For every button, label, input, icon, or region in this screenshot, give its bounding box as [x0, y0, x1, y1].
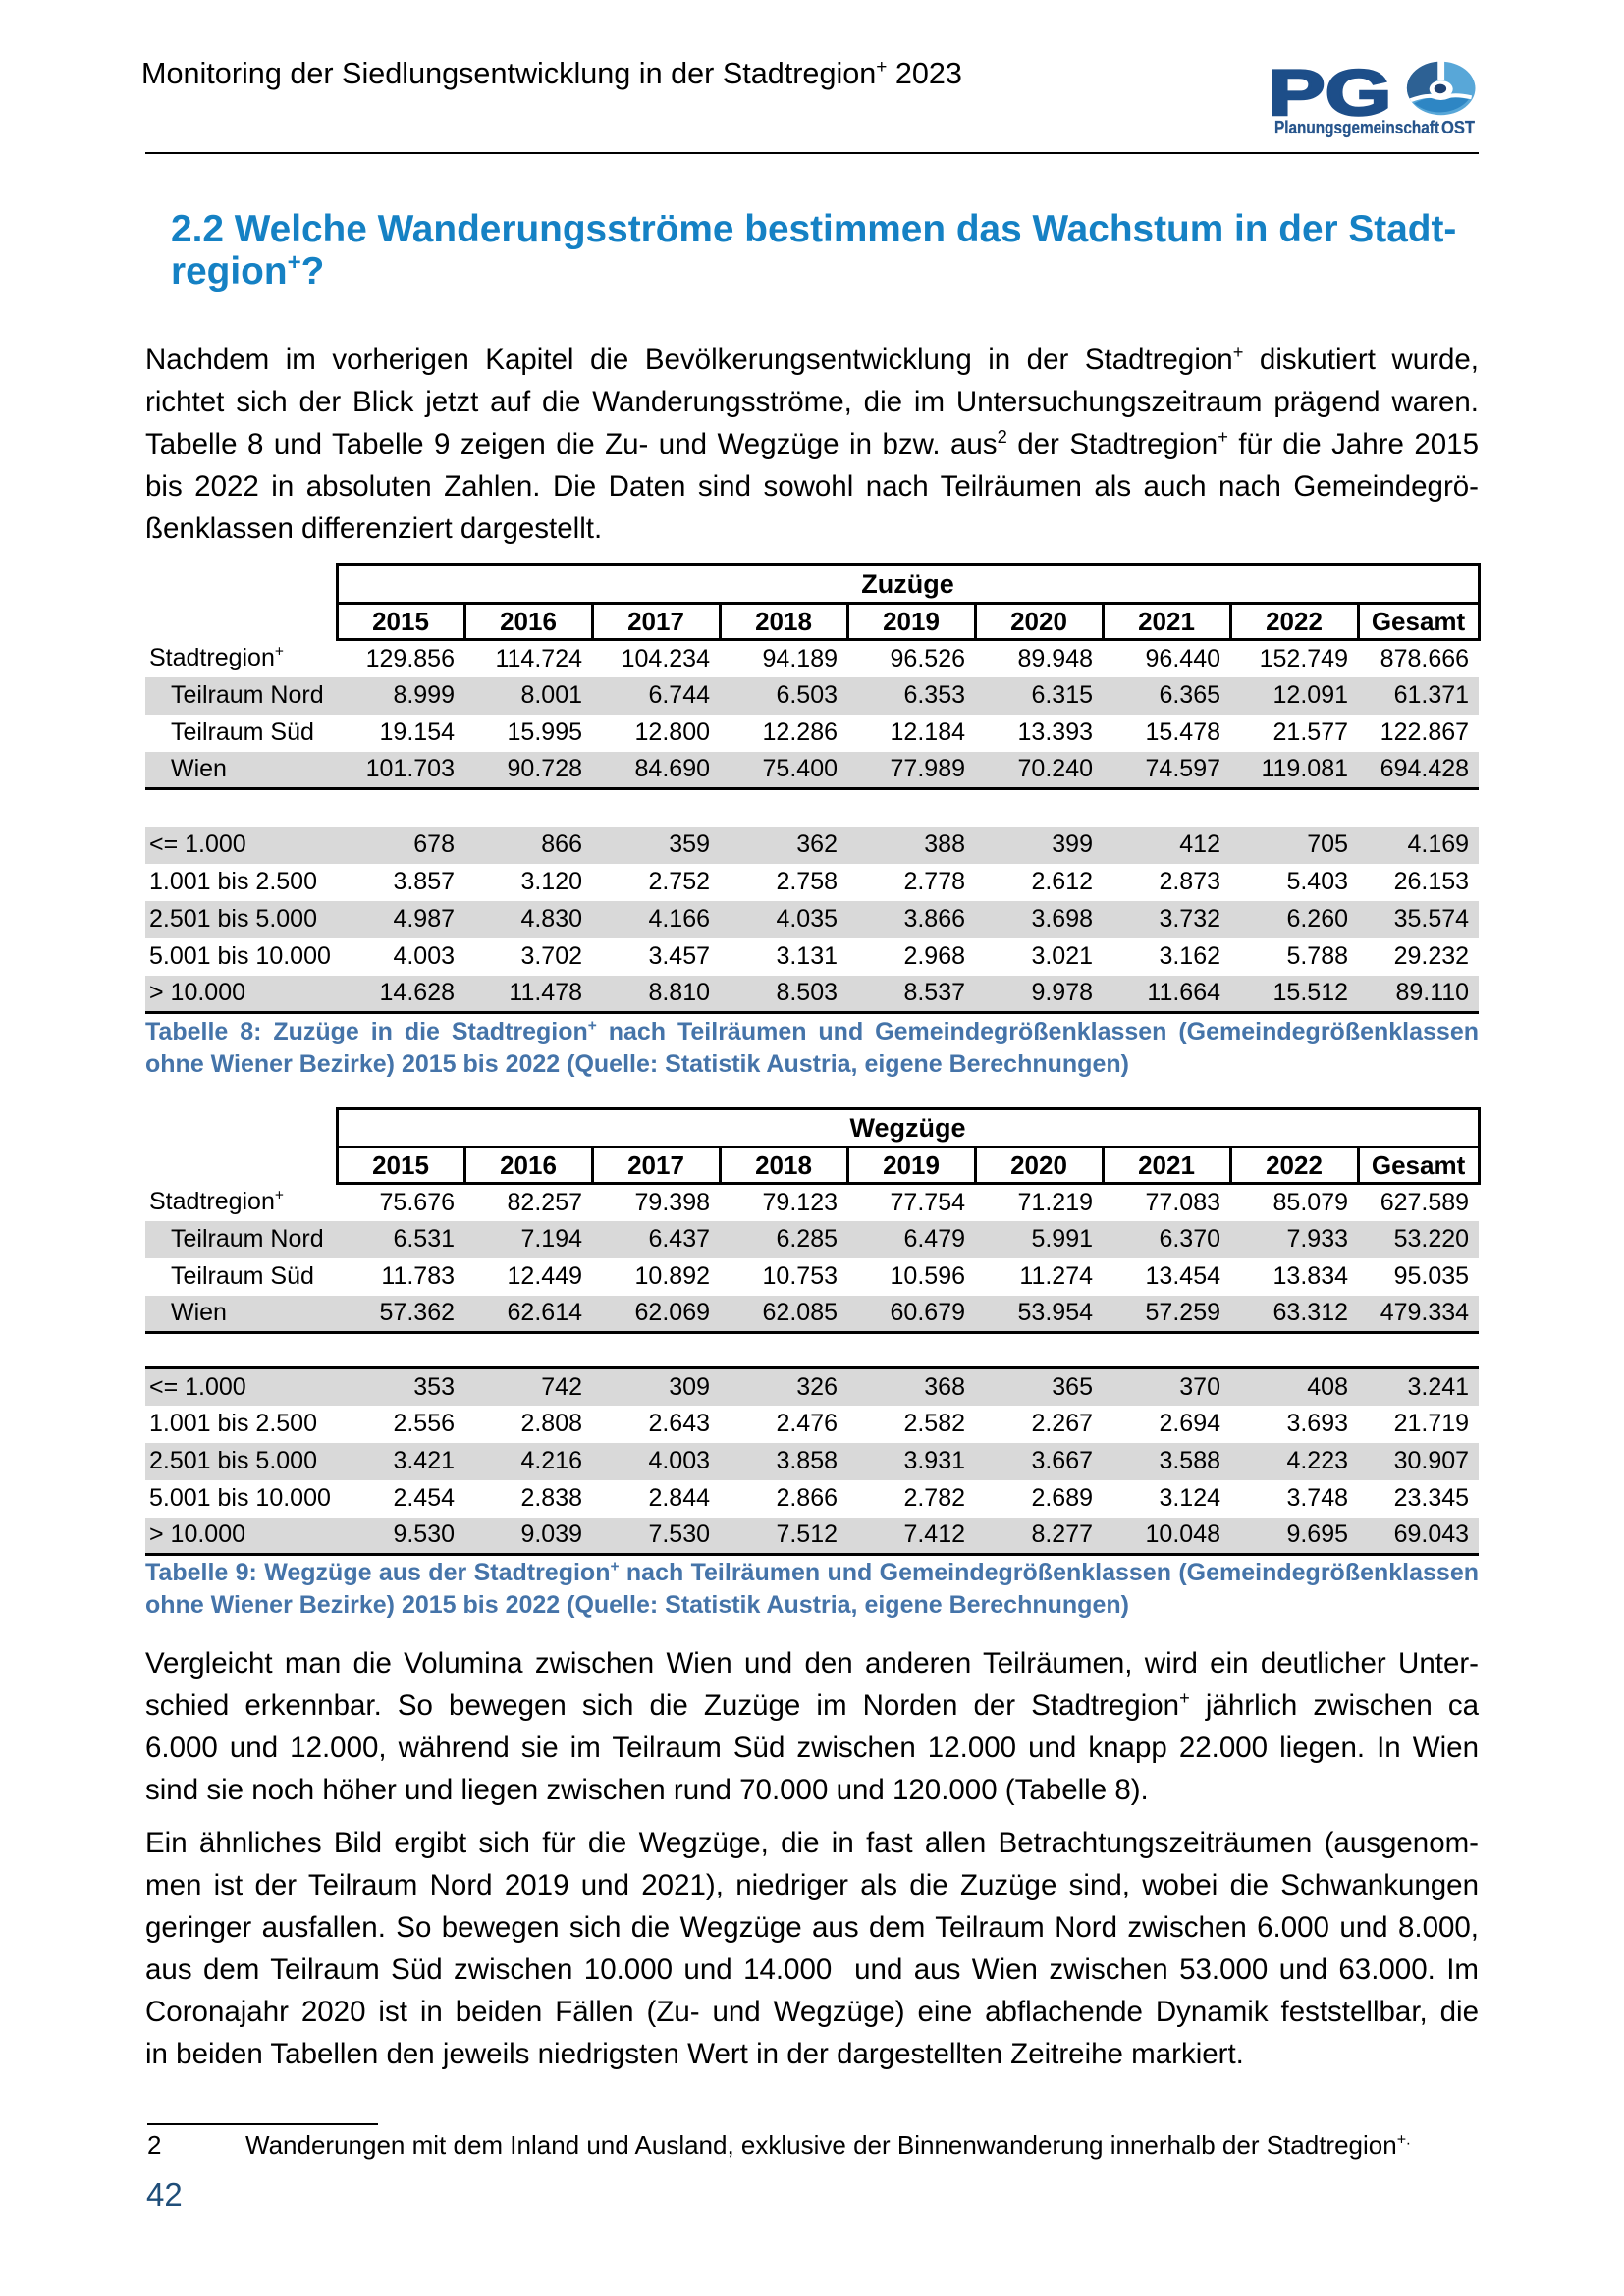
svg-text:Planungsgemeinschaft: Planungsgemeinschaft — [1274, 117, 1439, 137]
svg-text:OST: OST — [1441, 117, 1476, 137]
svg-text:PG: PG — [1269, 57, 1392, 129]
